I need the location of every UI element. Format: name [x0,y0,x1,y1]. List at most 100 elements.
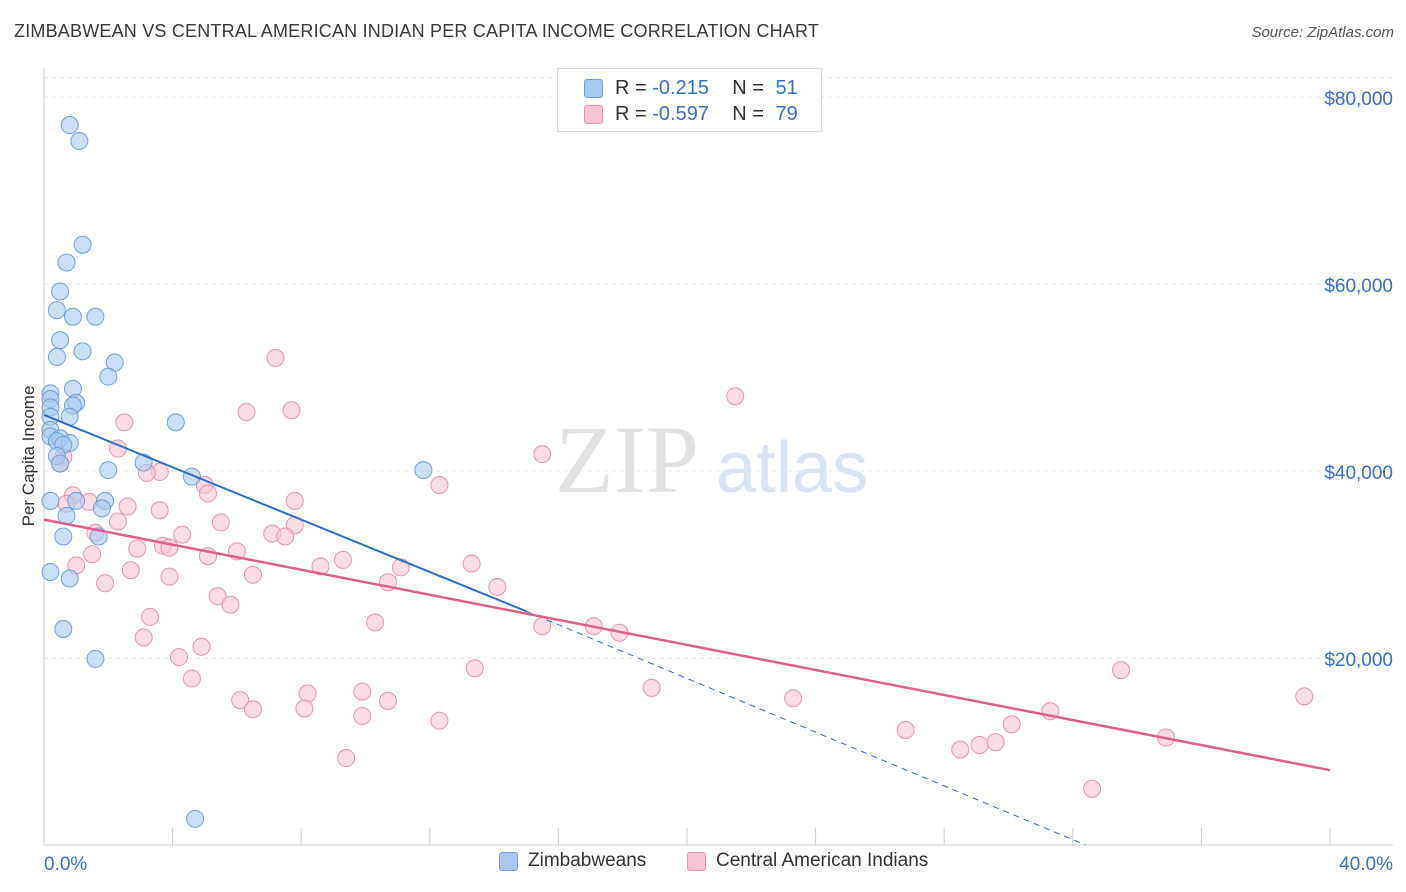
central-american-indians-point [170,648,189,667]
zimbabweans-trend-line [43,413,527,613]
watermark-atlas: atlas [716,428,868,508]
legend-swatch-zimbabweans [499,851,518,871]
zimbabweans-point [51,454,70,473]
central-american-indians-point [1295,687,1314,706]
central-american-indians-point [1002,715,1021,734]
central-american-indians-point [391,558,410,577]
central-american-indians-point [108,512,127,531]
x-tick-label: 0.0% [44,854,87,875]
central-american-indians-point [208,587,227,606]
central-american-indians-point [951,740,970,759]
central-american-indians-point [221,595,240,614]
legend-swatch-central-american-indians [687,851,706,871]
central-american-indians-point [784,689,803,708]
central-american-indians-point [243,700,262,719]
central-american-indians-point [211,513,230,532]
central-american-indians-point [198,484,217,503]
legend-item-central-american-indians[interactable]: Central American Indians [687,850,928,872]
legend-item-zimbabweans[interactable]: Zimbabweans [499,850,646,872]
central-american-indians-point [115,413,134,432]
central-american-indians-point [266,348,285,367]
zimbabweans-point [51,331,70,350]
zimbabweans-point [86,307,105,326]
zimbabweans-point [63,307,82,326]
central-american-indians-point [285,491,304,510]
zimbabweans-point [414,461,433,480]
stats-row-central-american-indians: R = -0.597 N = 79 [584,103,798,126]
central-american-indians-point [141,607,160,626]
zimbabweans-point [47,347,66,366]
central-american-indians-point [896,720,915,739]
x-tick-label: 40.0% [1339,854,1393,875]
x-tick-labels: 0.0% 40.0% [44,854,1393,875]
zimbabweans-point [86,649,105,668]
stats-n-label: N = [732,103,764,125]
zimbabweans-point [57,253,76,272]
central-american-indians-point [970,735,989,754]
stats-r-label: R = [615,77,647,99]
central-american-indians-point [118,497,137,516]
y-tick-labels: $20,000 $40,000 $60,000 $80,000 [1324,89,1393,671]
zimbabweans-point [60,116,79,135]
zimbabweans-point [41,562,60,581]
central-american-indians-point [282,401,301,420]
y-tick-label: $20,000 [1324,650,1393,671]
watermark-zip: ZIP [555,406,699,513]
legend-label-zimbabweans: Zimbabweans [528,850,647,871]
zimbabweans-point [99,367,118,386]
central-american-indians-point [430,476,449,495]
central-american-indians-point [353,706,372,725]
bottom-legend: Zimbabweans Central American Indians [0,850,1406,880]
central-american-indians-point [160,567,179,586]
central-american-indians-point [298,684,317,703]
zimbabweans-point [60,569,79,588]
central-american-indians-point [642,678,661,697]
stats-r-label: R = [615,103,647,125]
central-american-indians-point [353,682,372,701]
y-tick-label: $80,000 [1324,89,1393,110]
central-american-indians-point [488,577,507,596]
zimbabweans-point [54,620,73,639]
zimbabweans-point [51,282,70,301]
central-american-indians-point [128,539,147,558]
stats-n-label: N = [732,77,764,99]
central-american-indians-point [134,628,153,647]
y-axis-title: Per Capita Income [19,386,38,527]
central-american-indians-point [533,445,552,464]
central-american-indians-point [1112,661,1131,680]
central-american-indians-point [192,637,211,656]
central-american-indians-point [1083,779,1102,798]
central-american-indians-point [231,691,250,710]
zimbabweans-point [92,499,111,518]
zimbabweans-point [41,491,60,510]
central-american-indians-point [83,545,102,564]
central-american-indians-point [121,561,140,580]
source-label: Source: ZipAtlas.com [1251,24,1394,41]
central-american-indians-trend-line [43,518,1331,772]
series-zimbabweans [41,116,433,828]
central-american-indians-point [430,711,449,730]
zimbabweans-point [73,235,92,254]
central-american-indians-point [150,501,169,520]
zimbabweans-point [166,413,185,432]
stats-n-value: 79 [775,103,798,125]
zimbabweans-point [67,491,86,510]
stats-swatch-central-american-indians [584,105,603,124]
central-american-indians-point [182,669,201,688]
central-american-indians-point [333,550,352,569]
axes [43,68,1393,846]
central-american-indians-point [337,749,356,768]
zimbabweans-point [47,301,66,320]
trend-lines [43,413,1331,846]
zimbabweans-point [186,809,205,828]
central-american-indians-point [379,692,398,711]
stats-n-value: 51 [775,77,798,99]
central-american-indians-point [986,733,1005,752]
chart-title: ZIMBABWEAN VS CENTRAL AMERICAN INDIAN PE… [14,21,820,41]
central-american-indians-point [173,525,192,544]
zimbabweans-point [70,131,89,150]
y-tick-label: $60,000 [1324,276,1393,297]
central-american-indians-point [96,574,115,593]
stats-legend-box: R = -0.215 N = 51 R = -0.597 N = 79 [557,68,822,132]
